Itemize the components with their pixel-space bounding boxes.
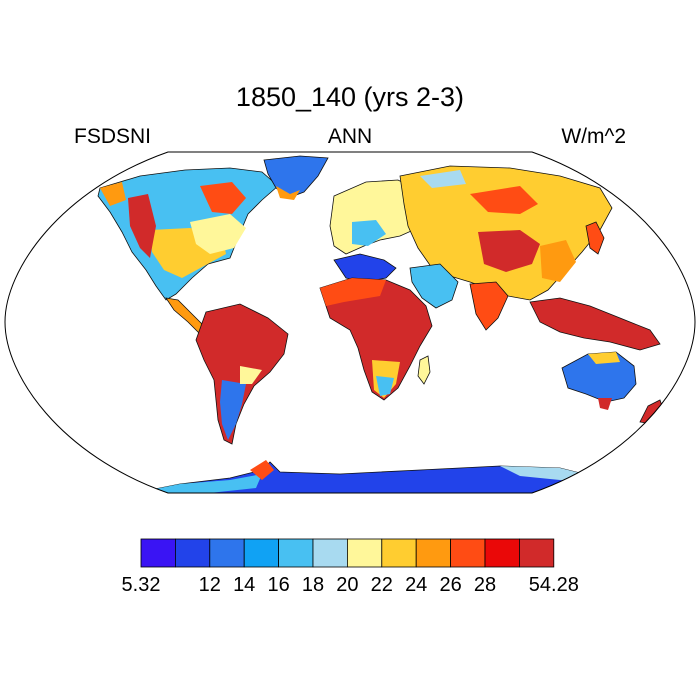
middle-east-landmass (333, 253, 397, 283)
australia-south-zone (598, 398, 612, 410)
south-america-south-cool (220, 380, 246, 440)
sahara-edge-zone (320, 278, 386, 306)
variable-name-label: FSDSNI (74, 125, 152, 148)
colorbar-tick-label: 16 (267, 574, 290, 596)
colorbar-swatch (415, 538, 452, 568)
colorbar-swatch (243, 538, 279, 568)
colorbar-tick-label: 22 (370, 574, 393, 596)
china-east-zone (540, 240, 576, 282)
antarctica-landmass (139, 461, 641, 493)
madagascar-landmass (417, 355, 431, 385)
colorbar-swatch (450, 538, 486, 568)
plot-title: 1850_140 (yrs 2-3) (235, 82, 465, 112)
south-america-mid-zone (240, 366, 262, 384)
antarctic-peninsula-zone (250, 460, 274, 480)
greenland-edge-zone (276, 186, 300, 200)
colorbar-tick-label: 20 (336, 574, 359, 596)
colorbar (140, 538, 555, 568)
colorbar-tick-label: 28 (473, 574, 497, 596)
colorbar-tick-label: 14 (233, 574, 256, 596)
colorbar-swatch (278, 538, 314, 568)
map-outline (4, 151, 696, 494)
colorbar-swatch (174, 538, 211, 568)
africa-southern-cool (376, 376, 394, 396)
colorbar-tick-label: 12 (198, 574, 221, 596)
siberia-hot-zone (470, 186, 538, 214)
india-landmass (469, 281, 509, 331)
colorbar-swatch (484, 538, 520, 568)
colorbar-swatch (346, 538, 383, 568)
tibet-hot-zone (478, 230, 540, 272)
colorbar-tick-label: 24 (405, 574, 428, 596)
colorbar-swatch (209, 538, 245, 568)
season-label: ANN (327, 125, 373, 148)
colorbar-tick-label: 5.32 (121, 574, 161, 596)
new-zealand-landmass (639, 399, 665, 425)
colorbar-tick-label: 18 (301, 574, 325, 596)
north-america-east-zone (190, 214, 246, 254)
alaska-zone (100, 182, 126, 206)
antarctica-coast-zone (140, 474, 262, 493)
canada-hot-zone (200, 182, 246, 214)
colorbar-swatch (519, 538, 555, 568)
colorbar-swatch (312, 538, 348, 568)
colorbar-swatch (140, 538, 176, 568)
north-america-hot-west (128, 194, 156, 258)
southeast-asia-islands (529, 297, 661, 351)
colorbar-swatch (381, 538, 417, 568)
greenland-landmass (263, 155, 329, 199)
arctic-cool-zone (420, 170, 466, 188)
colorbar-tick-label: 26 (439, 574, 462, 596)
europe-cool-zone (352, 220, 386, 246)
land-field (97, 155, 665, 493)
australia-north-zone (588, 352, 620, 364)
africa-landmass (319, 277, 433, 401)
units-label: W/m^2 (561, 125, 626, 148)
arabia-landmass (409, 263, 459, 309)
colorbar-tick-label: 54.28 (528, 574, 579, 596)
japan-landmass (585, 221, 605, 255)
